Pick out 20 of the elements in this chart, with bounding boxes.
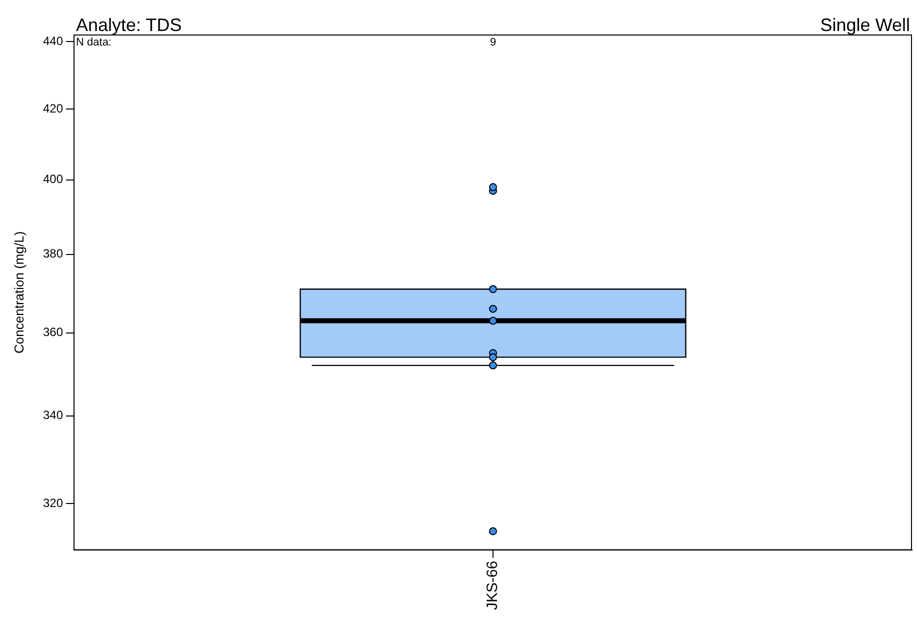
y-tick-label: 320 [42, 496, 64, 510]
point [489, 316, 498, 325]
point [489, 527, 498, 536]
y-tick-label: 380 [42, 246, 64, 261]
y-tick-label: 420 [42, 101, 64, 116]
y-tick-label: 340 [42, 408, 64, 422]
y-axis-title: Concentration (mg/L) [12, 231, 27, 354]
chart-title: Analyte: TDS [76, 14, 182, 35]
point [489, 304, 498, 313]
annotation: 9 [490, 36, 496, 49]
point [489, 183, 498, 192]
annotation: N data: [76, 36, 112, 49]
chart-subtitle: Single Well [820, 14, 910, 35]
point [489, 353, 498, 362]
point [489, 361, 498, 370]
x-tick-label: JKS-66 [484, 560, 502, 610]
y-tick-label: 440 [42, 34, 64, 48]
y-tick-label: 400 [42, 172, 64, 186]
y-tick-label: 360 [42, 325, 64, 340]
point [489, 285, 498, 294]
